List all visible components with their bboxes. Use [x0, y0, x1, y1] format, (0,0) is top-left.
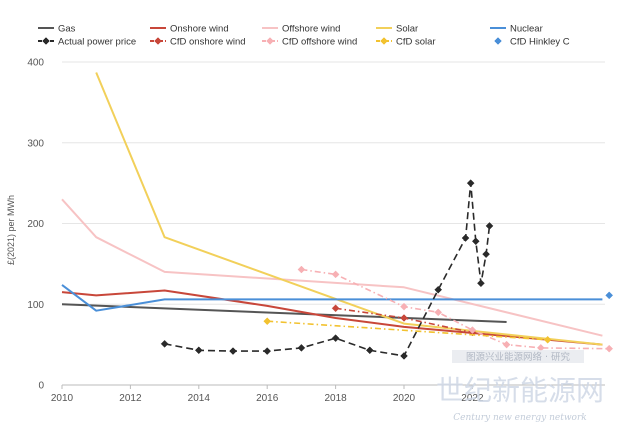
series-line-nuclear — [61, 284, 603, 312]
legend-item-gas: Gas — [38, 24, 76, 35]
data-point-cfd-offshore-wind-7 — [605, 344, 614, 353]
watermark-logo-text: 世纪新能源网 — [436, 374, 604, 407]
data-point-cfd-onshore-wind-0 — [331, 304, 340, 313]
x-tick-label-2014: 2014 — [188, 393, 211, 404]
x-tick-label-2012: 2012 — [119, 393, 142, 404]
legend-marker-cfd-solar — [380, 37, 388, 45]
x-tick-label-2010: 2010 — [51, 393, 74, 404]
data-point-actual-power-price-5 — [331, 334, 340, 343]
data-point-cfd-onshore-wind-1 — [400, 314, 408, 322]
series-actual-power-price — [160, 179, 494, 360]
legend-item-onshore-wind: Onshore wind — [150, 24, 229, 35]
series-nuclear — [61, 284, 603, 312]
y-axis: 0 100 200 300 400 — [27, 58, 44, 392]
x-tick-label-2018: 2018 — [324, 393, 347, 404]
legend-label-nuclear: Nuclear — [510, 24, 543, 35]
data-point-cfd-hinkley-c-0 — [605, 291, 614, 300]
series-line-offshore-wind — [61, 198, 603, 337]
x-tick-label-2022: 2022 — [461, 393, 484, 404]
legend: Gas Onshore wind Offshore wind Solar Nuclear… — [38, 24, 570, 48]
series-line-cfd-solar — [267, 320, 548, 341]
data-point-cfd-offshore-wind-0 — [297, 265, 306, 274]
data-point-actual-power-price-12 — [477, 279, 485, 288]
legend-marker-actual-power-price — [42, 37, 50, 45]
series-cfd-offshore-wind — [297, 265, 614, 353]
data-point-actual-power-price-10 — [466, 179, 475, 187]
legend-item-actual-power-price: Actual power price — [38, 37, 136, 48]
series-gas — [61, 303, 507, 323]
legend-label-cfd-offshore-wind: CfD offshore wind — [282, 37, 357, 48]
series-solar — [95, 72, 603, 346]
data-point-actual-power-price-1 — [194, 346, 203, 355]
y-tick-label-400: 400 — [27, 58, 44, 69]
data-point-actual-power-price-9 — [461, 234, 470, 242]
series-layer — [61, 72, 614, 360]
data-point-actual-power-price-4 — [297, 344, 306, 352]
y-tick-label-300: 300 — [27, 138, 44, 149]
series-offshore-wind — [61, 198, 603, 337]
y-tick-label-0: 0 — [38, 381, 44, 392]
data-point-actual-power-price-7 — [400, 352, 408, 360]
legend-item-cfd-hinkley-c: CfD Hinkley C — [494, 37, 570, 48]
data-point-actual-power-price-2 — [229, 347, 237, 355]
legend-label-solar: Solar — [396, 24, 418, 35]
data-point-actual-power-price-6 — [365, 346, 374, 355]
legend-label-cfd-hinkley-c: CfD Hinkley C — [510, 37, 570, 48]
data-point-cfd-offshore-wind-4 — [468, 326, 477, 334]
legend-marker-cfd-onshore-wind — [154, 37, 162, 45]
watermark-band — [452, 350, 584, 363]
x-axis: 2010 2012 2014 2016 2018 2020 2022 — [51, 385, 484, 404]
data-point-cfd-solar-0 — [263, 317, 272, 326]
x-tick-label-2016: 2016 — [256, 393, 279, 404]
legend-marker-cfd-hinkley-c — [494, 37, 502, 45]
data-point-actual-power-price-3 — [263, 347, 272, 355]
legend-label-cfd-solar: CfD solar — [396, 37, 436, 48]
data-point-actual-power-price-14 — [485, 222, 494, 230]
data-point-cfd-offshore-wind-1 — [331, 270, 340, 279]
series-cfd-hinkley-c — [605, 291, 614, 300]
x-tick-label-2020: 2020 — [393, 393, 416, 404]
legend-marker-cfd-offshore-wind — [266, 37, 274, 45]
legend-item-solar: Solar — [376, 24, 418, 35]
data-point-cfd-offshore-wind-2 — [400, 302, 408, 311]
series-line-gas — [61, 303, 507, 323]
watermark-english: Century new energy network — [453, 413, 586, 423]
legend-label-cfd-onshore-wind: CfD onshore wind — [170, 37, 246, 48]
gridlines — [62, 61, 605, 386]
legend-label-onshore-wind: Onshore wind — [170, 24, 229, 35]
legend-label-actual-power-price: Actual power price — [58, 37, 136, 48]
legend-item-offshore-wind: Offshore wind — [262, 24, 340, 35]
series-line-onshore-wind — [61, 289, 603, 346]
watermark: 图源兴业能源网络 · 研究 世纪新能源网 Century new energy … — [436, 350, 604, 423]
legend-item-cfd-onshore-wind: CfD onshore wind — [150, 37, 246, 48]
legend-item-cfd-offshore-wind: CfD offshore wind — [262, 37, 357, 48]
legend-item-nuclear: Nuclear — [490, 24, 543, 35]
legend-item-cfd-solar: CfD solar — [376, 37, 436, 48]
data-point-actual-power-price-13 — [482, 250, 490, 259]
series-onshore-wind — [61, 289, 603, 346]
data-point-cfd-offshore-wind-5 — [502, 340, 511, 349]
data-point-actual-power-price-8 — [434, 285, 443, 294]
data-point-actual-power-price-0 — [160, 339, 169, 348]
series-line-solar — [95, 72, 603, 346]
data-point-cfd-offshore-wind-3 — [434, 308, 443, 317]
series-line-cfd-offshore-wind — [301, 268, 610, 350]
data-point-actual-power-price-11 — [471, 237, 480, 246]
series-cfd-solar — [263, 317, 552, 344]
data-point-cfd-solar-1 — [543, 335, 552, 344]
legend-label-offshore-wind: Offshore wind — [282, 24, 340, 35]
y-tick-label-200: 200 — [27, 219, 44, 230]
legend-label-gas: Gas — [58, 24, 76, 35]
y-tick-label-100: 100 — [27, 300, 44, 311]
y-axis-title: £(2021) per MWh — [6, 195, 16, 265]
watermark-caption: 图源兴业能源网络 · 研究 — [466, 351, 571, 363]
